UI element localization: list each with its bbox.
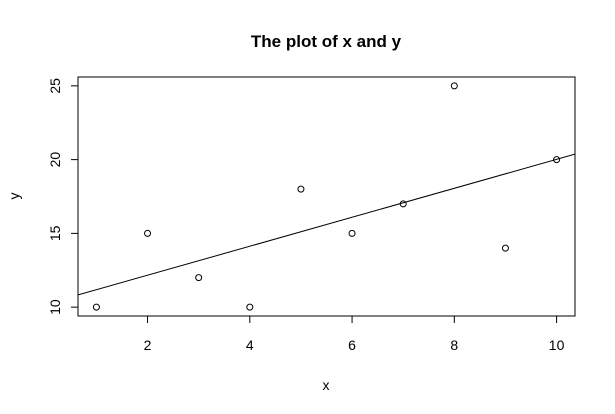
x-axis: 2 4 6 8 10 [144, 315, 565, 353]
plot-area [78, 82, 575, 311]
data-point [450, 82, 458, 90]
plot-frame [77, 76, 576, 317]
y-tick-label: 10 [47, 299, 63, 315]
regression-line [78, 153, 575, 296]
x-tick-label: 8 [450, 337, 458, 353]
data-point [246, 303, 254, 311]
chart-title: The plot of x and y [251, 32, 402, 51]
y-axis: 10 15 20 25 [47, 78, 79, 315]
data-point [297, 185, 305, 193]
y-tick-label: 25 [47, 78, 63, 94]
data-point [195, 274, 203, 282]
data-point [501, 244, 509, 252]
x-tick-label: 2 [144, 337, 152, 353]
y-axis-title: y [6, 193, 22, 200]
data-point [92, 303, 100, 311]
data-point [399, 200, 407, 208]
x-tick-label: 10 [549, 337, 565, 353]
data-point [553, 156, 561, 164]
y-tick-label: 15 [47, 225, 63, 241]
x-tick-label: 4 [246, 337, 254, 353]
data-point [348, 229, 356, 237]
y-tick-label: 20 [47, 152, 63, 168]
x-tick-label: 6 [348, 337, 356, 353]
data-point [144, 229, 152, 237]
x-axis-title: x [323, 377, 330, 393]
